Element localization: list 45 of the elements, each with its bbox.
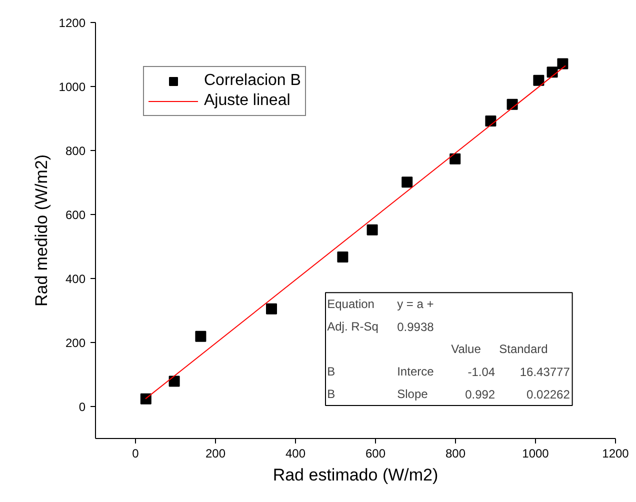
legend-label: Ajuste lineal <box>204 92 290 110</box>
point <box>506 98 518 110</box>
point <box>402 176 413 188</box>
x-tick-label: 0 <box>132 446 140 460</box>
y-tick-label: 1200 <box>58 16 86 30</box>
y-tick-label: 600 <box>65 208 86 222</box>
y-tick-label: 400 <box>65 272 86 286</box>
annotation: Slope <box>397 387 428 402</box>
point <box>266 303 277 314</box>
x-tick-label: 200 <box>205 446 226 460</box>
annotation: 0.9938 <box>397 320 434 334</box>
point <box>140 393 152 404</box>
point <box>557 58 568 70</box>
x-tick-label: 400 <box>285 446 306 460</box>
x-tick-label: 600 <box>365 446 386 460</box>
point <box>195 330 206 342</box>
point <box>546 66 558 78</box>
y-axis-title: Rad medido (W/m2) <box>32 154 51 307</box>
annotation: B <box>327 364 336 379</box>
annotation: y = a + <box>397 296 434 311</box>
y-tick-label: 800 <box>65 144 86 158</box>
point <box>533 74 544 86</box>
y-tick-label: 0 <box>78 400 86 414</box>
annotation: Value <box>451 342 482 356</box>
x-axis-title: Rad estimado (W/m2) <box>272 466 438 484</box>
annotation: -1.04 <box>468 365 496 380</box>
annotation: B <box>327 387 336 402</box>
point <box>168 376 180 387</box>
annotation: Adj. R-Sq <box>327 319 378 334</box>
point <box>366 224 378 236</box>
point <box>485 116 496 127</box>
y-tick-label: 200 <box>65 336 86 350</box>
annotation: 16.43777 <box>520 365 570 380</box>
point <box>337 252 348 263</box>
annotation: 0.02262 <box>526 388 570 402</box>
x-tick-label: 1000 <box>522 446 550 460</box>
point <box>450 153 461 164</box>
annotation: 0.992 <box>465 388 496 402</box>
y-tick-label: 1000 <box>58 80 86 94</box>
legend-label: Correlacion B <box>204 72 301 90</box>
annotation: Standard <box>499 342 548 356</box>
x-tick-label: 1200 <box>602 446 630 460</box>
annotation: Interce <box>397 364 434 379</box>
annotation: Equation <box>327 296 374 311</box>
x-tick-label: 800 <box>445 446 466 460</box>
